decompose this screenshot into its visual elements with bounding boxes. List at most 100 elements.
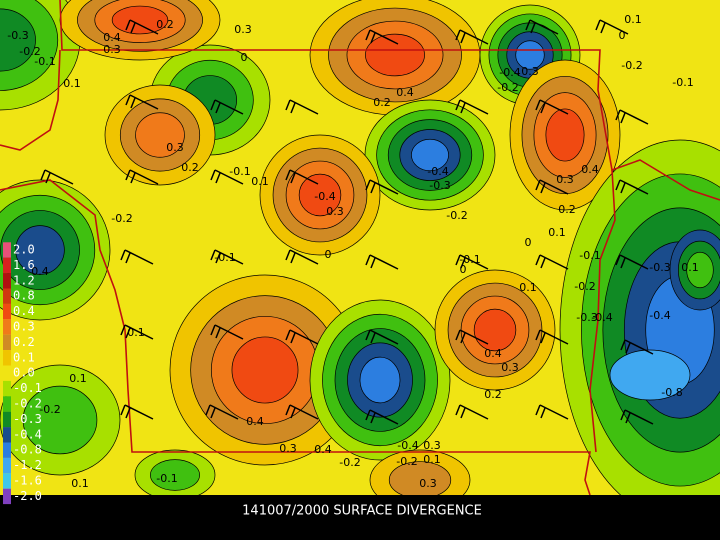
contour-band (473, 308, 517, 352)
wind-barb (365, 179, 399, 195)
contour-label: 0.4 (246, 415, 264, 428)
contour-label: 0.1 (423, 453, 441, 466)
legend-label: 2.0 (13, 243, 35, 257)
contour-label: -0.1 (34, 55, 55, 68)
contour-label: 0.1 (71, 477, 89, 490)
contour-label: -0.1 (672, 76, 693, 89)
contour-band (298, 173, 342, 217)
legend-label: 1.6 (13, 258, 35, 272)
contour-label: -0.2 (574, 280, 595, 293)
wind-barb (455, 254, 489, 270)
contour-labels: -0.3-0.2-0.10.40.30.2 0.300.10.40.2-0.4 0.… (7, 13, 698, 490)
contour-label: 0.2 (156, 18, 174, 31)
contour-label: -0.8 (661, 386, 682, 399)
legend-label: 0.8 (13, 289, 35, 303)
contour-band (411, 138, 449, 172)
wind-barb (285, 329, 319, 345)
legend-label: -0.4 (13, 427, 42, 441)
wind-barb (455, 329, 489, 345)
wind-barb (210, 324, 244, 340)
map-title: 141007/2000 SURFACE DIVERGENCE (242, 504, 482, 519)
legend-swatch (3, 319, 11, 335)
contour-label: 0.3 (521, 65, 539, 78)
contour-label: -0.2 (39, 403, 60, 416)
contour-band (365, 33, 425, 77)
contour-label: -0.1 (579, 249, 600, 262)
contour-label: 0.3 (419, 477, 437, 490)
wind-barb (535, 254, 569, 270)
legend-label: 0.2 (13, 335, 35, 349)
legend-swatch (3, 457, 11, 474)
contour-label: 0.1 (548, 226, 566, 239)
contour-band (135, 112, 185, 158)
contour-label: -0.2 (19, 45, 40, 58)
wind-barb (285, 99, 319, 115)
legend-label: -0.2 (13, 397, 42, 411)
legend-swatch (3, 242, 11, 258)
contour-label: -0.3 (7, 29, 28, 42)
wind-barb (125, 169, 159, 185)
contour-band (515, 40, 545, 70)
legend-swatch (3, 334, 11, 351)
wind-barb (615, 254, 649, 270)
contour-field (0, 0, 720, 521)
contour-band (15, 225, 65, 275)
contour-band (686, 251, 714, 289)
contour-label: -0.4 (649, 309, 670, 322)
wind-barb (535, 99, 569, 115)
wind-barb (455, 29, 489, 45)
contour-label: 0 (460, 263, 467, 276)
contour-label: 0.4 (396, 86, 414, 99)
legend-swatch (3, 411, 11, 428)
contour-band (231, 336, 299, 404)
legend-label: -1.6 (13, 474, 42, 488)
contour-label: 0.3 (556, 173, 574, 186)
wind-barb (365, 409, 399, 425)
wind-barb (120, 249, 154, 265)
wind-barb (535, 329, 569, 345)
contour-label: 0.4 (31, 265, 49, 278)
contour-label: 0 (325, 248, 332, 261)
contour-label: -0.2 (339, 456, 360, 469)
contour-label: -0.4 (397, 439, 418, 452)
legend-swatch (3, 350, 11, 366)
wind-barb (525, 19, 559, 35)
wind-barb (455, 404, 489, 420)
contour-label: 0.4 (484, 347, 502, 360)
legend-swatch (3, 442, 11, 458)
legend-swatch (3, 288, 11, 304)
legend-swatch (3, 380, 11, 397)
contour-label: 0.2 (373, 96, 391, 109)
contour-label: 0.1 (681, 261, 699, 274)
contour-label: 0.3 (103, 43, 121, 56)
contour-label: 0.1 (127, 326, 145, 339)
wind-barb (285, 404, 319, 420)
legend-swatch (3, 257, 11, 274)
contour-band (150, 459, 200, 491)
legend-swatch (3, 273, 11, 289)
contour-band (22, 385, 98, 455)
legend-label: 0.0 (13, 366, 35, 380)
wind-barb (365, 254, 399, 270)
contour-label: 0.3 (279, 442, 297, 455)
contour-label: -0.1 (156, 472, 177, 485)
color-legend: 2.01.61.20.80.40.30.20.10.0-0.1-0.2-0.3-… (3, 242, 42, 505)
contour-label: 0.1 (251, 175, 269, 188)
contour-label: 0.3 (234, 23, 252, 36)
wind-barb (615, 109, 649, 125)
contour-label: -0.1 (459, 253, 480, 266)
legend-label: 0.1 (13, 350, 35, 364)
contour-label: 0.1 (69, 372, 87, 385)
contour-label: -0.2 (446, 209, 467, 222)
wind-barb (620, 339, 654, 355)
contour-label: -0.3 (429, 179, 450, 192)
contour-label: -0.4 (314, 190, 335, 203)
contour-label: 0 (525, 236, 532, 249)
legend-swatch (3, 473, 11, 489)
contour-label: -0.1 (214, 251, 235, 264)
wind-barb (125, 94, 159, 110)
legend-label: -0.3 (13, 412, 42, 426)
legend-label: 0.3 (13, 320, 35, 334)
wind-barb (120, 404, 154, 420)
